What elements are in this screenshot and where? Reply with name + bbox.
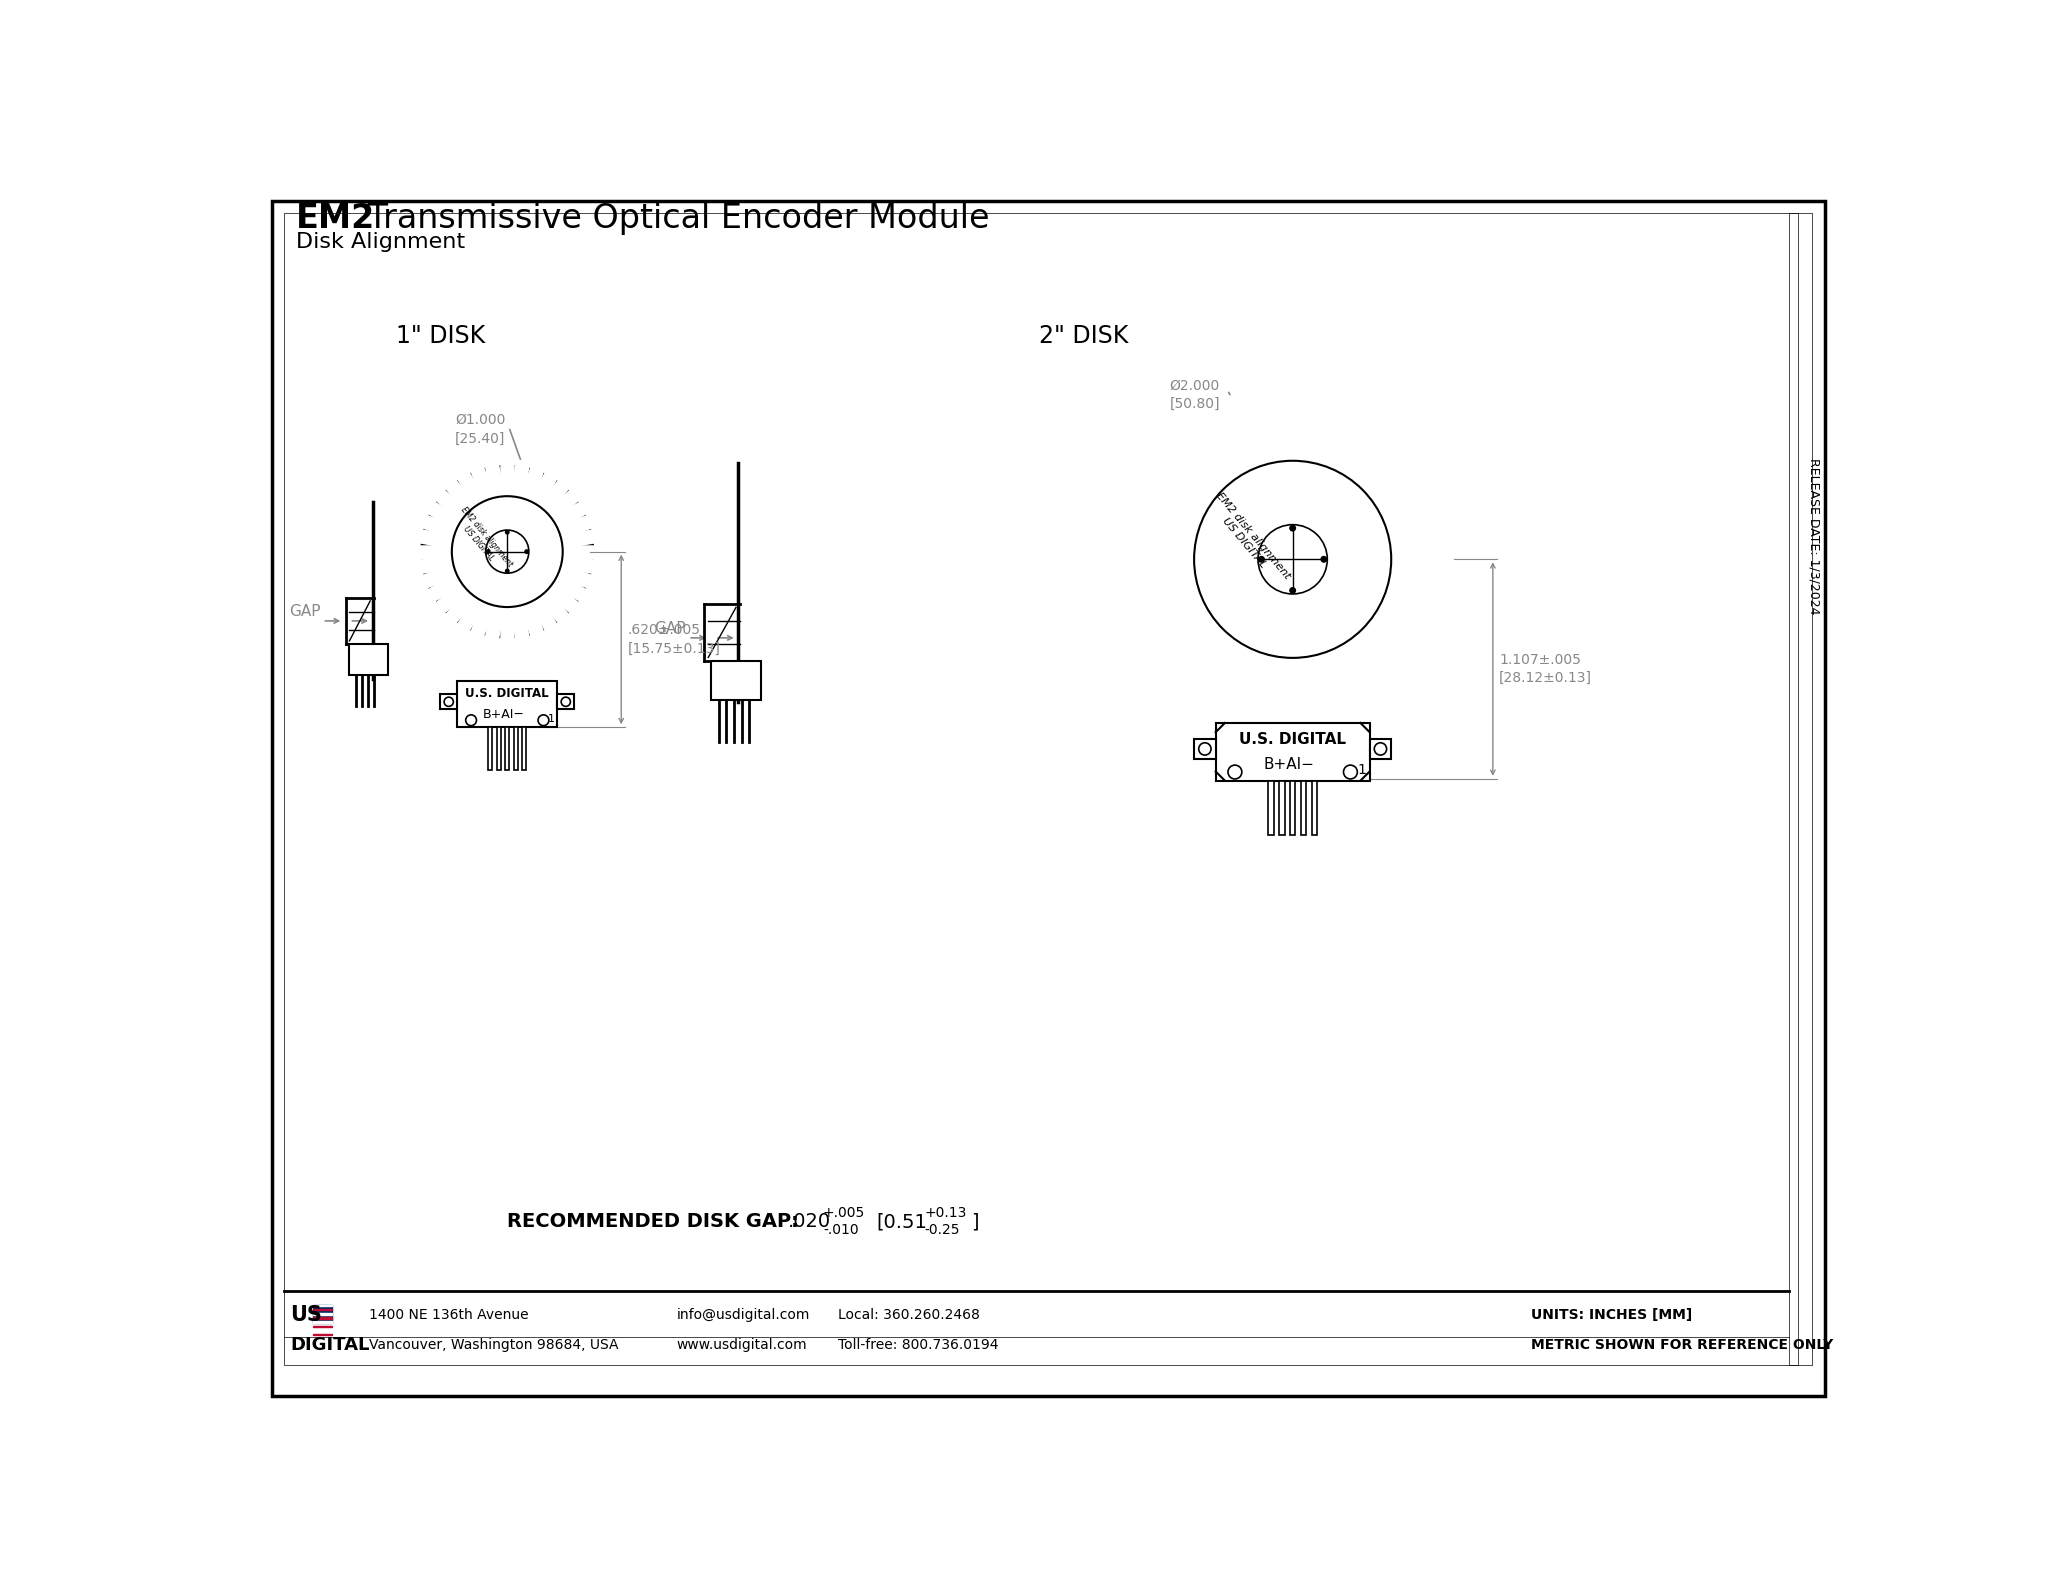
Circle shape bbox=[1375, 743, 1387, 756]
Circle shape bbox=[444, 697, 454, 707]
Circle shape bbox=[1344, 765, 1356, 779]
Text: [0.51: [0.51 bbox=[878, 1213, 927, 1232]
Text: Vancouver, Washington 98684, USA: Vancouver, Washington 98684, USA bbox=[368, 1338, 618, 1352]
Text: Transmissive Optical Encoder Module: Transmissive Optical Encoder Module bbox=[358, 202, 990, 236]
Circle shape bbox=[505, 569, 509, 572]
Text: 2" DISK: 2" DISK bbox=[1039, 324, 1127, 348]
Circle shape bbox=[436, 481, 579, 623]
Bar bbox=[456, 681, 557, 727]
Bar bbox=[497, 727, 501, 770]
Circle shape bbox=[1258, 525, 1328, 594]
Text: EM2 disk alignment
US DIGITAL: EM2 disk alignment US DIGITAL bbox=[1205, 490, 1291, 588]
Circle shape bbox=[561, 697, 571, 707]
Text: 1400 NE 136th Avenue: 1400 NE 136th Avenue bbox=[368, 1309, 528, 1322]
Circle shape bbox=[1195, 460, 1391, 658]
Text: 1" DISK: 1" DISK bbox=[395, 324, 485, 348]
Circle shape bbox=[1148, 414, 1438, 704]
Text: -.010: -.010 bbox=[822, 1224, 859, 1236]
Text: Ø1.000
[25.40]: Ø1.000 [25.40] bbox=[454, 413, 505, 446]
Circle shape bbox=[487, 550, 489, 553]
Text: Toll-free: 800.736.0194: Toll-free: 800.736.0194 bbox=[839, 1338, 998, 1352]
Bar bbox=[1301, 781, 1305, 835]
Text: Ø2.000
[50.80]: Ø2.000 [50.80] bbox=[1170, 378, 1219, 411]
Text: .620±.005
[15.75±0.13]: .620±.005 [15.75±0.13] bbox=[628, 623, 720, 656]
Bar bbox=[1215, 723, 1369, 781]
Bar bbox=[557, 694, 575, 710]
Bar bbox=[1289, 781, 1295, 835]
Circle shape bbox=[505, 531, 509, 534]
Circle shape bbox=[1258, 557, 1264, 563]
Text: 1.107±.005
[28.12±0.13]: 1.107±.005 [28.12±0.13] bbox=[1500, 653, 1592, 685]
Text: US: US bbox=[291, 1306, 321, 1325]
Text: www.usdigital.com: www.usdigital.com bbox=[677, 1338, 808, 1352]
Bar bbox=[514, 727, 518, 770]
Circle shape bbox=[1289, 525, 1295, 531]
Bar bbox=[1195, 740, 1215, 759]
Bar bbox=[489, 727, 493, 770]
Text: RECOMMENDED DISK GAP:: RECOMMENDED DISK GAP: bbox=[507, 1213, 800, 1232]
Circle shape bbox=[1289, 588, 1295, 593]
Text: RELEASE DATE: 1/3/2024: RELEASE DATE: 1/3/2024 bbox=[1807, 458, 1821, 615]
Circle shape bbox=[1322, 557, 1326, 563]
Bar bbox=[350, 643, 389, 675]
Bar bbox=[1311, 781, 1318, 835]
Circle shape bbox=[485, 530, 528, 574]
Text: GAP: GAP bbox=[655, 621, 685, 636]
Text: B+AI−: B+AI− bbox=[1262, 757, 1314, 772]
Text: UNITS: INCHES [MM]: UNITS: INCHES [MM] bbox=[1530, 1309, 1692, 1322]
Text: DIGITAL: DIGITAL bbox=[291, 1336, 370, 1353]
Bar bbox=[1790, 213, 1813, 1364]
Text: GAP: GAP bbox=[288, 604, 319, 620]
Circle shape bbox=[1199, 743, 1211, 756]
Bar bbox=[1369, 740, 1391, 759]
Text: U.S. DIGITAL: U.S. DIGITAL bbox=[464, 688, 548, 700]
Text: Local: 360.260.2468: Local: 360.260.2468 bbox=[839, 1309, 980, 1322]
Text: 1: 1 bbox=[548, 715, 554, 724]
Bar bbox=[522, 727, 526, 770]
Text: Disk Alignment: Disk Alignment bbox=[295, 232, 464, 251]
Text: 1: 1 bbox=[1359, 764, 1367, 778]
Text: METRIC SHOWN FOR REFERENCE ONLY: METRIC SHOWN FOR REFERENCE ONLY bbox=[1530, 1338, 1833, 1352]
Text: EM2: EM2 bbox=[295, 202, 374, 236]
Text: U.S. DIGITAL: U.S. DIGITAL bbox=[1240, 732, 1346, 746]
Text: info@usdigital.com: info@usdigital.com bbox=[677, 1309, 810, 1322]
Bar bbox=[440, 694, 456, 710]
Bar bbox=[1269, 781, 1275, 835]
Text: -0.25: -0.25 bbox=[925, 1224, 960, 1236]
Circle shape bbox=[1127, 394, 1459, 724]
Bar bbox=[1279, 781, 1285, 835]
Bar bbox=[505, 727, 509, 770]
Text: +.005: +.005 bbox=[822, 1206, 865, 1221]
Text: +0.13: +0.13 bbox=[925, 1206, 968, 1221]
Circle shape bbox=[452, 496, 563, 607]
Text: .020: .020 bbox=[788, 1213, 831, 1232]
Circle shape bbox=[466, 715, 477, 726]
Circle shape bbox=[538, 715, 548, 726]
Circle shape bbox=[421, 465, 593, 637]
Text: B+AI−: B+AI− bbox=[483, 708, 524, 721]
Text: EM2 disk alignment
US DIGITAL: EM2 disk alignment US DIGITAL bbox=[450, 506, 514, 575]
Circle shape bbox=[526, 550, 528, 553]
Bar bbox=[710, 661, 761, 700]
Circle shape bbox=[1228, 765, 1242, 779]
Bar bbox=[313, 1304, 331, 1323]
Text: ]: ] bbox=[970, 1213, 978, 1232]
